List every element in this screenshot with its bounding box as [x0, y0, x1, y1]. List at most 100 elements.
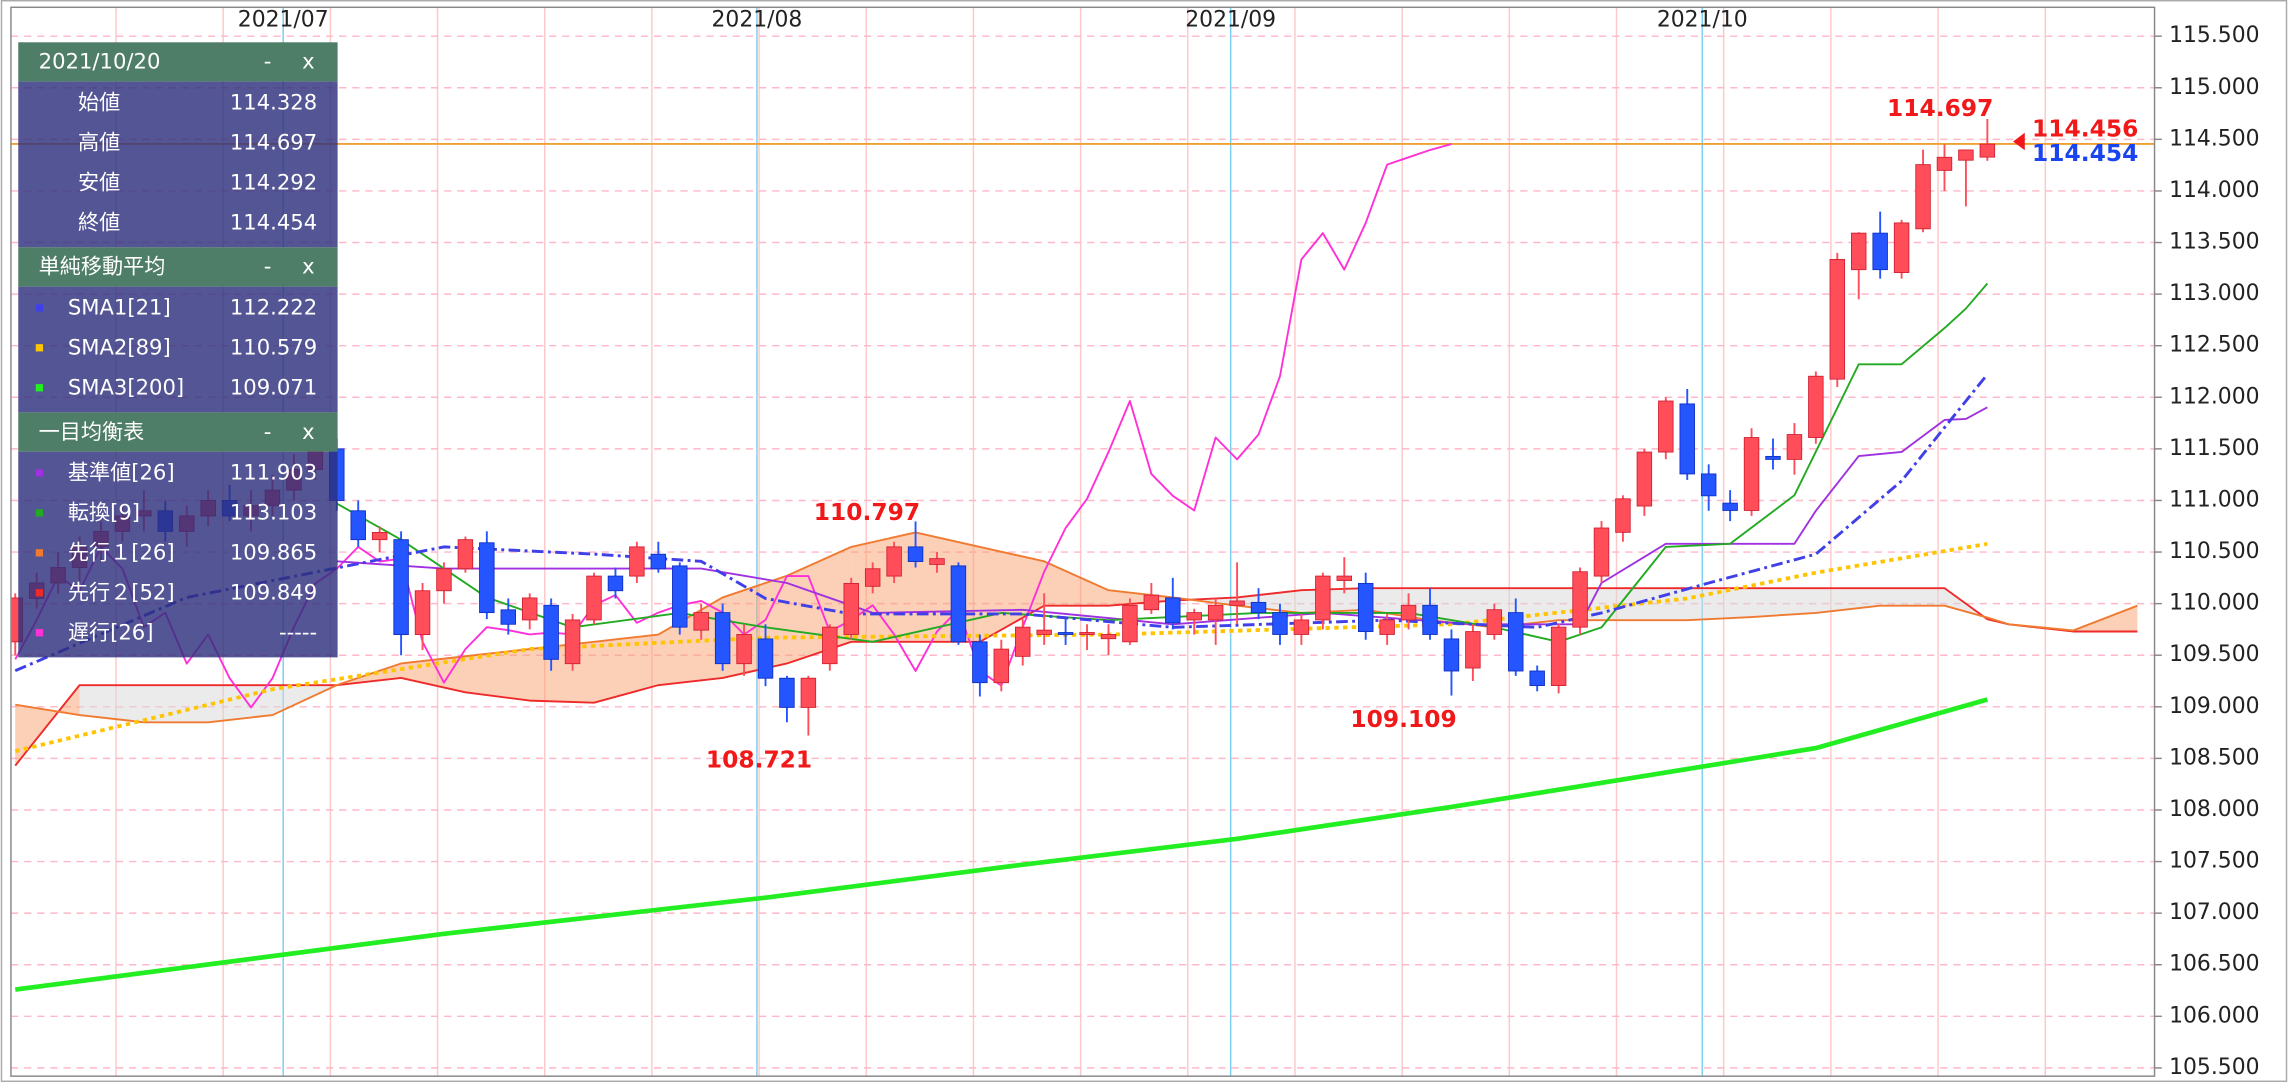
sma-line — [14, 697, 1988, 992]
panel-label: SMA3[200] — [68, 374, 184, 399]
minimize-button[interactable]: - — [264, 254, 272, 279]
candle-body — [1508, 612, 1524, 672]
candle-body — [1379, 619, 1395, 635]
candle-body — [1357, 582, 1374, 633]
y-tick-label: 109.000 — [2169, 694, 2259, 719]
panel-header — [18, 247, 338, 287]
panel-label: 終値 — [78, 209, 120, 234]
candle-body — [1936, 156, 1953, 171]
y-tick-label: 110.000 — [2169, 591, 2259, 616]
candle-body — [1400, 604, 1417, 621]
cloud — [79, 685, 144, 723]
close-button[interactable]: x — [302, 254, 315, 279]
cloud — [594, 634, 659, 703]
candle-body — [672, 565, 688, 628]
candle-body — [972, 641, 988, 684]
candle-body — [1572, 571, 1588, 628]
panel-value: ----- — [279, 619, 317, 644]
close-button[interactable]: x — [302, 49, 315, 74]
panel-label: 始値 — [78, 90, 120, 115]
cloud — [1622, 588, 1688, 621]
price-marker — [2013, 132, 2025, 151]
legend-swatch — [35, 384, 44, 392]
candle-body — [1122, 604, 1138, 643]
cloud — [143, 685, 209, 723]
candle-body — [543, 604, 559, 660]
panel-body — [18, 451, 338, 658]
x-tick-label: 2021/08 — [712, 7, 803, 32]
candle-body — [1229, 600, 1245, 606]
candle-body — [907, 546, 924, 562]
legend-swatch — [35, 549, 44, 557]
candle-body — [1722, 502, 1738, 511]
candle-body — [950, 565, 967, 643]
y-tick-label: 115.000 — [2169, 75, 2259, 100]
y-tick-label: 115.500 — [2169, 23, 2259, 48]
y-tick-label: 110.500 — [2169, 539, 2259, 564]
close-button[interactable]: x — [302, 419, 315, 444]
candle-body — [479, 542, 495, 614]
cloud — [979, 546, 1045, 642]
candle-body — [1872, 232, 1888, 271]
candle-body — [1100, 634, 1117, 640]
candle-body — [1593, 527, 1610, 577]
candle-body — [1851, 232, 1867, 271]
candle-body — [1893, 222, 1910, 273]
candle-body — [1786, 434, 1803, 460]
candle-body — [521, 597, 538, 621]
panel-label: 遅行[26] — [68, 619, 154, 644]
y-tick-label: 114.500 — [2169, 126, 2259, 151]
panel-label: SMA1[21] — [68, 295, 171, 320]
y-tick-label: 108.500 — [2169, 745, 2259, 770]
tenkan-line — [336, 282, 1989, 643]
candle-body — [1207, 604, 1224, 621]
candle-body — [1658, 400, 1674, 453]
minimize-button[interactable]: - — [264, 49, 272, 74]
candle-body — [414, 590, 431, 636]
y-tick-label: 107.000 — [2169, 900, 2259, 925]
x-tick-label: 2021/09 — [1185, 7, 1276, 32]
candle-body — [1808, 375, 1824, 438]
panel-value: 112.222 — [230, 295, 317, 320]
y-tick-label: 113.000 — [2169, 281, 2259, 306]
x-tick-label: 2021/10 — [1657, 7, 1748, 32]
candle-body — [800, 677, 817, 708]
candle-body — [1915, 164, 1931, 230]
high-annotation: 114.697 — [1887, 94, 1993, 122]
candle-body — [1143, 594, 1160, 611]
panel-value: 114.697 — [230, 129, 317, 154]
candle-body — [1186, 612, 1202, 621]
y-tick-label: 111.000 — [2169, 487, 2259, 512]
panel-title: 一目均衡表 — [39, 419, 145, 444]
candle-body — [929, 558, 945, 565]
candle-body — [993, 648, 1010, 684]
y-tick-label: 109.500 — [2169, 642, 2259, 667]
candle-body — [564, 619, 581, 665]
cloud — [1751, 588, 1816, 618]
low-annotation: 108.721 — [706, 746, 812, 774]
candle-body — [1679, 403, 1695, 475]
candle-body — [457, 539, 474, 570]
candle-body — [1700, 473, 1717, 497]
y-tick-label: 114.000 — [2169, 178, 2259, 203]
legend-swatch — [35, 509, 44, 517]
cloud — [529, 641, 595, 703]
candle-body — [779, 677, 795, 708]
candle-body — [714, 612, 731, 665]
panel-title: 単純移動平均 — [39, 254, 166, 279]
candle-body — [607, 575, 624, 592]
cloud — [465, 649, 530, 701]
high-annotation: 110.797 — [814, 498, 920, 526]
y-tick-label: 108.000 — [2169, 797, 2259, 822]
candle-body — [1615, 498, 1631, 533]
minimize-button[interactable]: - — [264, 419, 272, 444]
panel-value: 114.292 — [230, 169, 317, 194]
candle-body — [864, 568, 881, 587]
sma-line — [14, 373, 1989, 673]
panel-label: 高値 — [78, 129, 120, 154]
panel-label: 基準値[26] — [68, 460, 175, 485]
panel-header — [18, 42, 338, 82]
